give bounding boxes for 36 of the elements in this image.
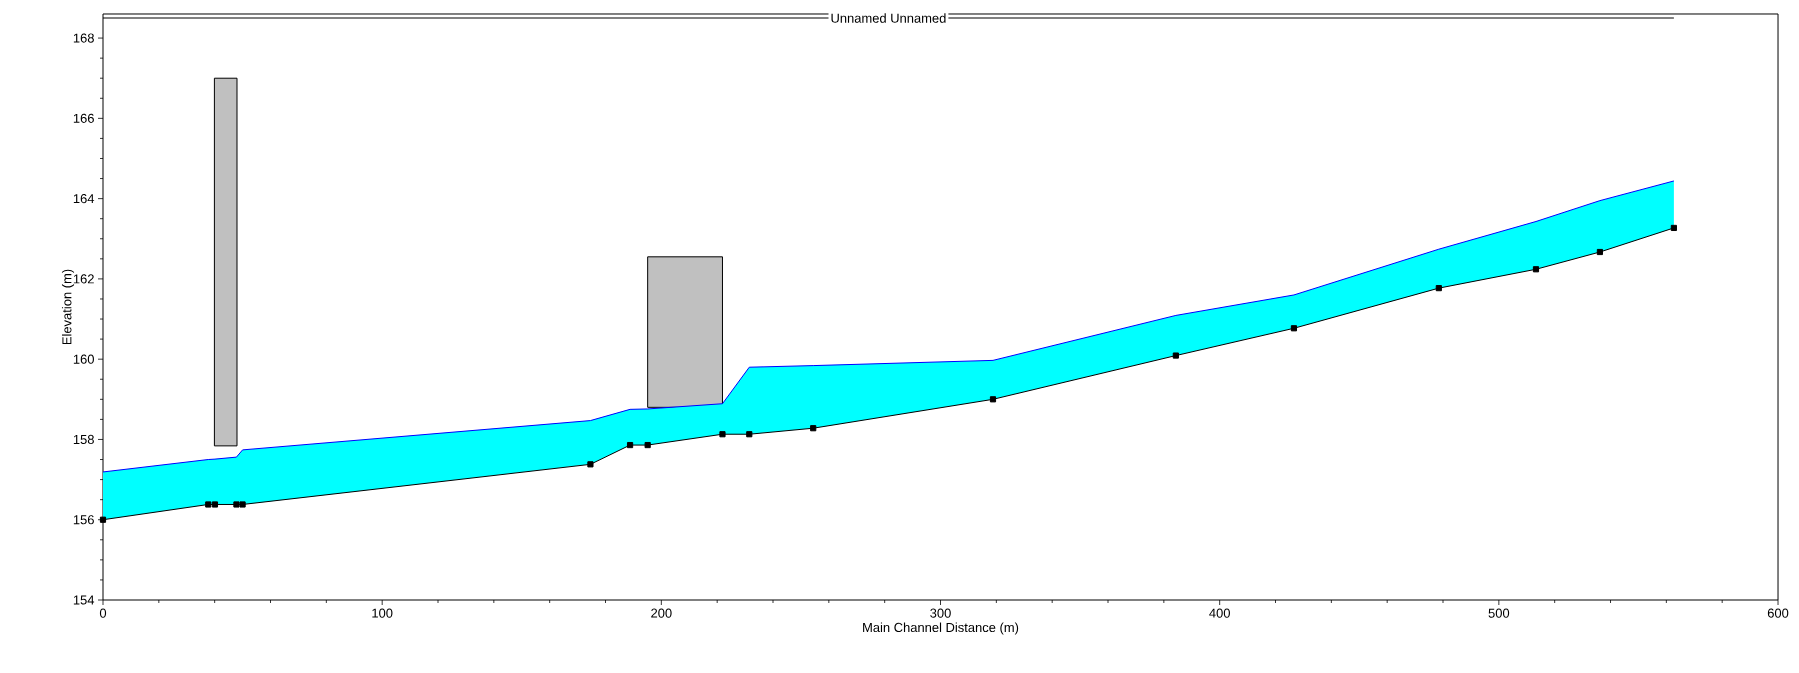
point bbox=[233, 501, 240, 508]
point bbox=[1670, 224, 1677, 232]
point bbox=[211, 501, 219, 508]
point bbox=[1435, 285, 1442, 292]
x-tick-label: 200 bbox=[651, 608, 672, 618]
point bbox=[587, 461, 594, 468]
y-tick-label: 158 bbox=[73, 434, 94, 445]
point bbox=[644, 441, 651, 449]
point bbox=[205, 501, 212, 508]
x-tick-label: 300 bbox=[930, 608, 951, 618]
x-axis-title: Main Channel Distance (m) bbox=[863, 622, 1019, 635]
point bbox=[626, 441, 634, 449]
point bbox=[1290, 325, 1298, 332]
y-tick-label: 168 bbox=[73, 33, 94, 43]
x-tick-label: 0 bbox=[99, 608, 107, 618]
y-tick-label: 166 bbox=[73, 113, 94, 123]
point bbox=[719, 431, 726, 438]
y-tick-label: 154 bbox=[73, 595, 95, 605]
y-tick-label: 160 bbox=[73, 354, 94, 364]
point bbox=[746, 431, 753, 438]
y-axis-title: Elevation (m) bbox=[61, 269, 75, 345]
x-tick-label: 500 bbox=[1488, 608, 1510, 618]
point bbox=[1532, 266, 1540, 273]
y-tick-label: 156 bbox=[73, 515, 94, 525]
point bbox=[989, 396, 997, 403]
x-tick-label: 100 bbox=[372, 608, 393, 618]
y-tick-label: 164 bbox=[73, 194, 95, 204]
x-tick-label: 400 bbox=[1209, 608, 1230, 618]
point bbox=[1172, 352, 1179, 359]
point bbox=[239, 501, 246, 508]
point bbox=[99, 516, 107, 523]
x-tick-label: 600 bbox=[1767, 608, 1789, 618]
y-tick-label: 162 bbox=[73, 274, 94, 284]
series-label: Unnamed Unnamed bbox=[831, 13, 946, 23]
point bbox=[810, 425, 817, 432]
point bbox=[1596, 248, 1603, 256]
